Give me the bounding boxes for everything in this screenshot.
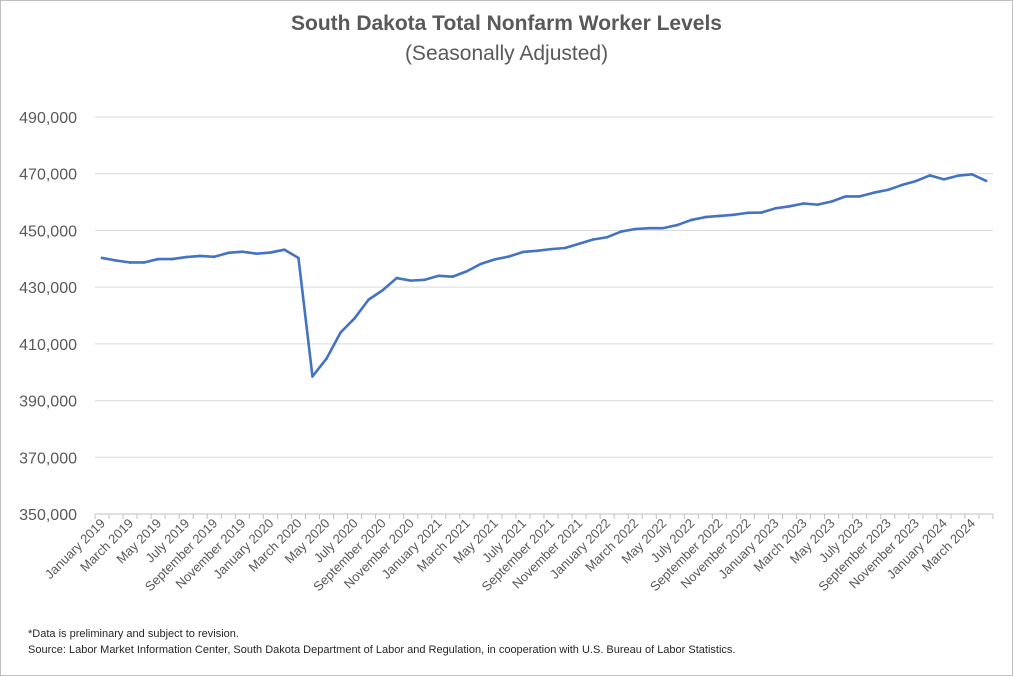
data-point bbox=[774, 207, 777, 210]
data-point bbox=[900, 183, 904, 187]
data-point bbox=[675, 223, 679, 227]
data-point bbox=[746, 211, 749, 215]
data-point bbox=[521, 250, 525, 254]
data-point bbox=[212, 255, 216, 259]
data-point bbox=[451, 275, 455, 278]
data-point bbox=[942, 178, 946, 181]
data-point bbox=[479, 262, 483, 266]
data-point bbox=[465, 269, 469, 273]
data-point bbox=[535, 249, 539, 253]
data-point bbox=[844, 195, 847, 198]
data-point bbox=[114, 259, 118, 262]
data-point bbox=[718, 214, 721, 218]
data-point bbox=[858, 195, 862, 198]
chart-subtitle: (Seasonally Adjusted) bbox=[404, 42, 609, 65]
data-point bbox=[816, 203, 819, 206]
data-point bbox=[423, 278, 427, 282]
data-point bbox=[367, 298, 370, 301]
data-point bbox=[605, 235, 609, 239]
data-point bbox=[170, 257, 174, 261]
data-point bbox=[760, 211, 763, 214]
y-tick-label: 390,000 bbox=[19, 394, 77, 411]
data-point bbox=[872, 191, 876, 195]
data-point bbox=[577, 242, 581, 246]
data-point bbox=[283, 248, 286, 252]
data-point bbox=[409, 279, 413, 282]
footnotes: *Data is preliminary and subject to revi… bbox=[28, 626, 735, 658]
data-point bbox=[226, 251, 230, 255]
data-point bbox=[142, 261, 146, 264]
gridlines bbox=[95, 116, 993, 515]
data-point bbox=[914, 179, 918, 183]
y-tick-label: 490,000 bbox=[19, 110, 77, 127]
data-point bbox=[633, 227, 637, 231]
data-point bbox=[970, 172, 974, 176]
data-point bbox=[507, 255, 511, 258]
series-line bbox=[100, 172, 988, 378]
source-note: Source: Labor Market Information Center,… bbox=[28, 644, 736, 656]
data-point bbox=[395, 276, 398, 280]
data-point bbox=[704, 215, 707, 219]
y-tick-label: 370,000 bbox=[19, 450, 77, 467]
y-tick-label: 410,000 bbox=[19, 337, 77, 354]
data-point bbox=[198, 254, 202, 258]
data-point bbox=[381, 288, 384, 292]
data-point bbox=[549, 247, 553, 251]
chart-title: South Dakota Total Nonfarm Worker Levels bbox=[291, 12, 722, 35]
data-point bbox=[928, 174, 932, 177]
preliminary-note: *Data is preliminary and subject to revi… bbox=[28, 628, 239, 640]
data-point bbox=[325, 357, 328, 360]
data-point bbox=[563, 246, 567, 250]
data-point bbox=[886, 188, 890, 192]
data-point bbox=[269, 251, 272, 254]
data-point bbox=[437, 274, 441, 278]
plot-area bbox=[100, 172, 988, 378]
data-point bbox=[802, 202, 805, 205]
data-point bbox=[690, 218, 693, 222]
data-point bbox=[493, 258, 497, 261]
data-point bbox=[591, 238, 595, 241]
data-point bbox=[353, 317, 356, 320]
data-point bbox=[128, 261, 132, 264]
data-point bbox=[241, 250, 244, 253]
y-tick-label: 450,000 bbox=[19, 223, 77, 240]
data-point bbox=[619, 230, 623, 233]
data-point bbox=[984, 179, 988, 183]
data-point bbox=[297, 256, 300, 260]
data-point bbox=[100, 256, 104, 260]
data-point bbox=[788, 205, 791, 208]
data-point bbox=[311, 375, 314, 378]
data-point bbox=[830, 200, 833, 203]
data-point bbox=[956, 174, 960, 177]
data-point bbox=[184, 255, 188, 259]
y-tick-label: 470,000 bbox=[19, 167, 77, 184]
y-axis: 350,000 370,000 390,000 410,000 430,000 450,0… bbox=[19, 110, 77, 524]
y-tick-label: 430,000 bbox=[19, 280, 77, 297]
data-point bbox=[661, 226, 665, 230]
y-tick-label: 350,000 bbox=[19, 507, 77, 524]
data-point bbox=[732, 213, 735, 217]
data-point bbox=[156, 257, 160, 261]
data-point bbox=[255, 252, 258, 255]
data-point bbox=[647, 226, 651, 230]
data-point bbox=[339, 331, 342, 334]
